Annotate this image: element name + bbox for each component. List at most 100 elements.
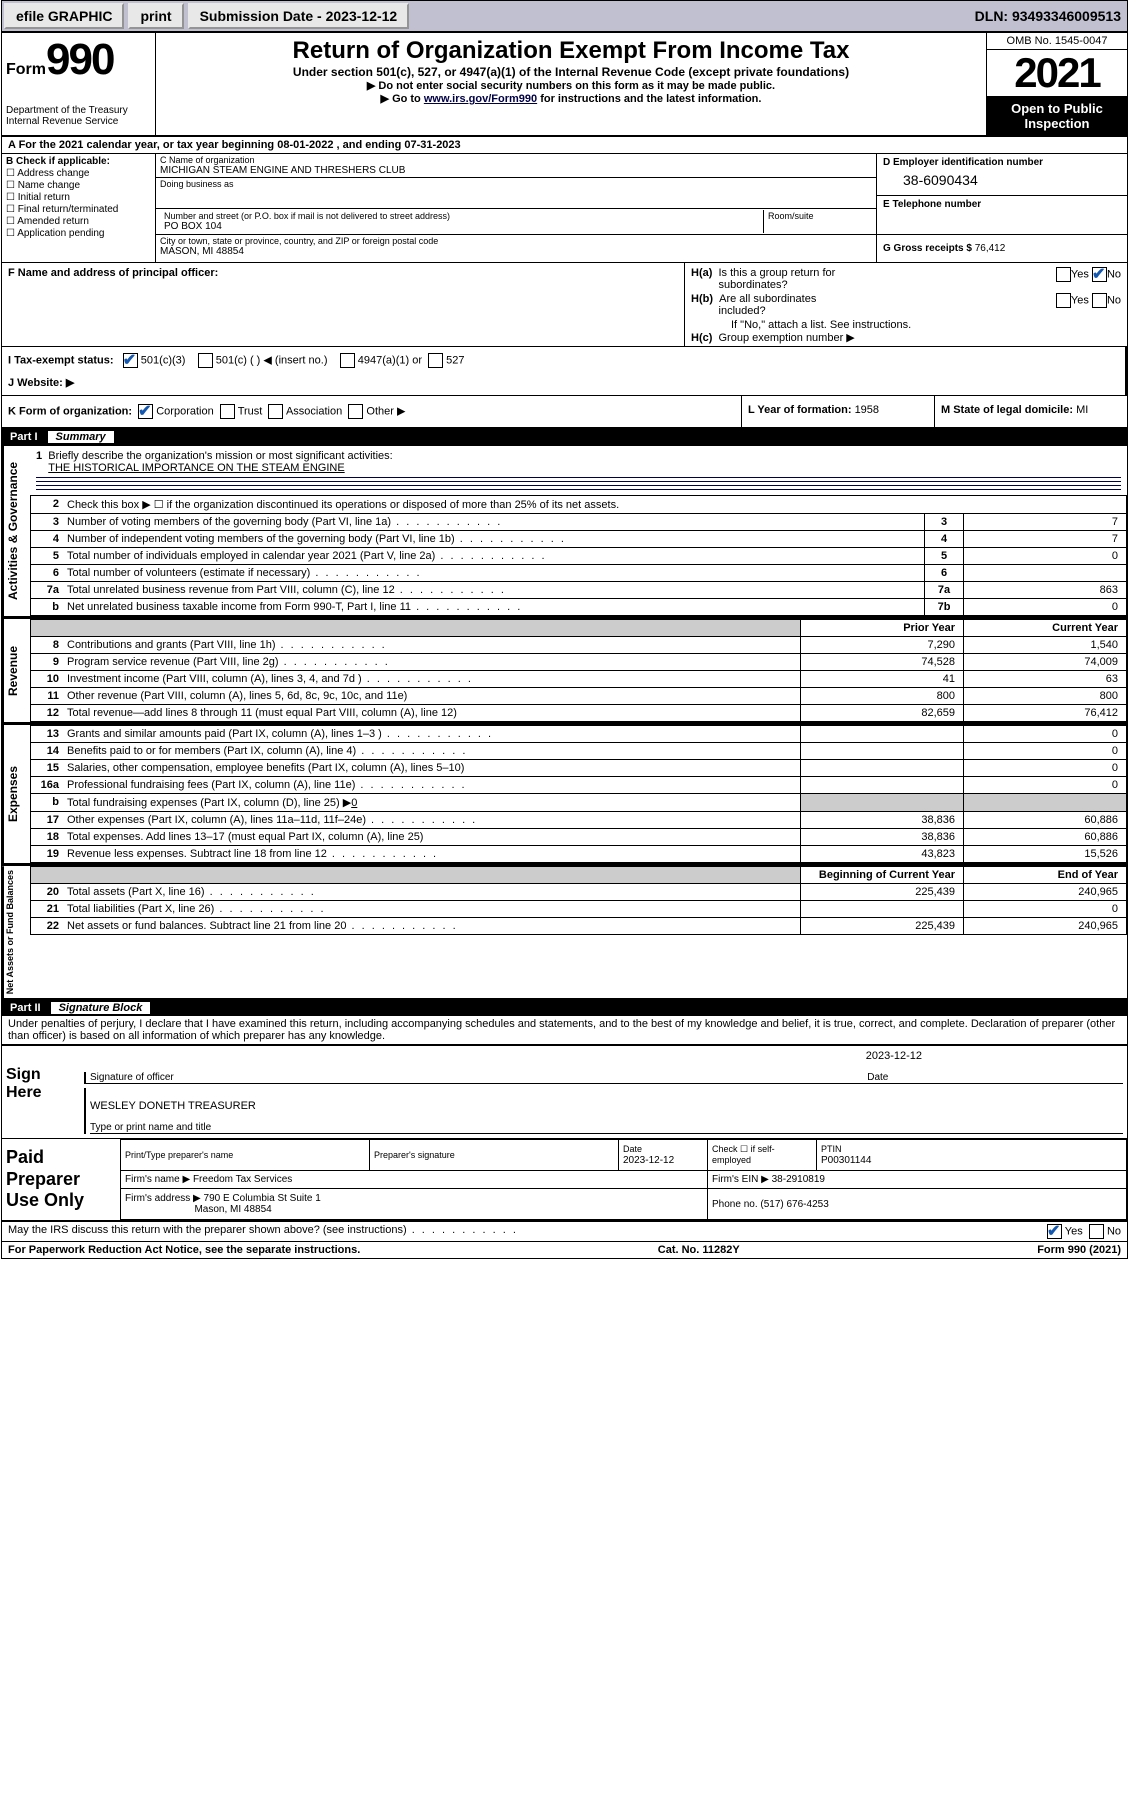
submission-date-button[interactable]: Submission Date - 2023-12-12 [188, 3, 410, 29]
checkbox-icon[interactable] [1047, 1224, 1062, 1239]
org-name-label: C Name of organization [160, 155, 872, 165]
q9: Program service revenue (Part VIII, line… [63, 654, 801, 671]
cy8: 1,540 [964, 637, 1127, 654]
no-label: No [1107, 268, 1121, 280]
cb-label: Amended return [17, 216, 89, 227]
checkbox-icon[interactable] [198, 353, 213, 368]
no-label: No [1107, 294, 1121, 306]
hdr-bcy: Beginning of Current Year [801, 867, 964, 884]
ein: 38-6090434 [883, 168, 1121, 192]
form-990-page: efile GRAPHIC print Submission Date - 20… [1, 0, 1128, 1259]
header-left: Form990 Department of the Treasury Inter… [2, 33, 156, 135]
yes-label: Yes [1071, 268, 1089, 280]
prep-date-label: Date [623, 1144, 642, 1154]
firm-ein: 38-2910819 [772, 1174, 825, 1185]
omb-number: OMB No. 1545-0047 [987, 33, 1127, 50]
website-label: J Website: ▶ [8, 377, 74, 389]
prep-name-label: Print/Type preparer's name [125, 1150, 233, 1160]
cy12: 76,412 [964, 705, 1127, 722]
firm-phone: (517) 676-4253 [760, 1199, 828, 1210]
checkbox-icon[interactable] [268, 404, 283, 419]
row-k: K Form of organization: Corporation Trus… [2, 396, 1127, 429]
checkbox-icon[interactable] [1056, 267, 1071, 282]
cb-label: Final return/terminated [18, 204, 119, 215]
checkbox-icon[interactable] [1092, 293, 1107, 308]
v7a: 863 [964, 582, 1127, 599]
page-footer: For Paperwork Reduction Act Notice, see … [2, 1242, 1127, 1258]
py13 [801, 726, 964, 743]
cb-app-pending[interactable]: ☐ Application pending [6, 228, 151, 239]
py12: 82,659 [801, 705, 964, 722]
efile-button[interactable]: efile GRAPHIC [4, 3, 124, 29]
firm-phone-label: Phone no. [712, 1199, 760, 1210]
city: MASON, MI 48854 [160, 246, 872, 257]
net-assets-section: Net Assets or Fund Balances Beginning of… [2, 865, 1127, 1000]
net-assets-table: Beginning of Current YearEnd of Year 20T… [30, 866, 1127, 935]
q7a: Total unrelated business revenue from Pa… [63, 582, 925, 599]
col-b-label: B Check if applicable: [6, 156, 110, 167]
checkbox-icon[interactable] [340, 353, 355, 368]
vlabel-rev: Revenue [2, 619, 30, 722]
cb-initial-return[interactable]: ☐ Initial return [6, 192, 151, 203]
firm-ein-label: Firm's EIN ▶ [712, 1174, 772, 1185]
cb-final-return[interactable]: ☐ Final return/terminated [6, 204, 151, 215]
checkbox-icon[interactable] [1092, 267, 1107, 282]
cy16a: 0 [964, 777, 1127, 794]
print-button[interactable]: print [128, 3, 183, 29]
q3: Number of voting members of the governin… [63, 514, 925, 531]
prep-date: 2023-12-12 [623, 1155, 674, 1166]
q21: Total liabilities (Part X, line 26) [63, 901, 801, 918]
cb-address-change[interactable]: ☐ Address change [6, 168, 151, 179]
checkbox-icon[interactable] [1089, 1224, 1104, 1239]
governance-table: 2Check this box ▶ ☐ if the organization … [30, 495, 1127, 616]
checkbox-icon[interactable] [123, 353, 138, 368]
header-mid: Return of Organization Exempt From Incom… [156, 33, 986, 135]
top-bar: efile GRAPHIC print Submission Date - 20… [2, 1, 1127, 33]
footer-left: For Paperwork Reduction Act Notice, see … [8, 1244, 360, 1256]
checkbox-icon[interactable] [1056, 293, 1071, 308]
checkbox-icon[interactable] [220, 404, 235, 419]
py10: 41 [801, 671, 964, 688]
org-name: MICHIGAN STEAM ENGINE AND THRESHERS CLUB [160, 165, 872, 176]
cb-label: Name change [18, 180, 80, 191]
py19: 43,823 [801, 846, 964, 863]
row-a-tax-year: A For the 2021 calendar year, or tax yea… [2, 137, 1127, 154]
col-f: F Name and address of principal officer: [2, 263, 685, 346]
cb-name-change[interactable]: ☐ Name change [6, 180, 151, 191]
checkbox-icon[interactable] [348, 404, 363, 419]
domicile-label: M State of legal domicile: [941, 404, 1076, 416]
v5: 0 [964, 548, 1127, 565]
527: 527 [446, 354, 464, 366]
form990-link[interactable]: www.irs.gov/Form990 [424, 93, 537, 105]
q18: Total expenses. Add lines 13–17 (must eq… [63, 829, 801, 846]
cb-amended[interactable]: ☐ Amended return [6, 216, 151, 227]
mission-text: THE HISTORICAL IMPORTANCE ON THE STEAM E… [48, 462, 344, 474]
py8: 7,290 [801, 637, 964, 654]
dba-label: Doing business as [160, 179, 872, 189]
form-subtitle-3: ▶ Go to www.irs.gov/Form990 for instruct… [160, 92, 982, 105]
form-org-label: K Form of organization: [8, 405, 132, 417]
gross-receipts: 76,412 [975, 243, 1006, 254]
v6 [964, 565, 1127, 582]
py17: 38,836 [801, 812, 964, 829]
501c3: 501(c)(3) [141, 354, 186, 366]
firm-addr-label: Firm's address ▶ [125, 1193, 204, 1204]
py18: 38,836 [801, 829, 964, 846]
sig-officer-label: Signature of officer [84, 1072, 857, 1083]
cy15: 0 [964, 760, 1127, 777]
q13: Grants and similar amounts paid (Part IX… [63, 726, 801, 743]
irs: Internal Revenue Service [6, 116, 151, 127]
expenses-table: 13Grants and similar amounts paid (Part … [30, 725, 1127, 863]
q6: Total number of volunteers (estimate if … [63, 565, 925, 582]
part-ii-header: Part II Signature Block [2, 1000, 1127, 1016]
checkbox-icon[interactable] [428, 353, 443, 368]
hb-answer: Yes No [1056, 293, 1121, 317]
no-label: No [1107, 1225, 1121, 1237]
py14 [801, 743, 964, 760]
cy13: 0 [964, 726, 1127, 743]
q11: Other revenue (Part VIII, column (A), li… [63, 688, 801, 705]
checkbox-icon[interactable] [138, 404, 153, 419]
q14: Benefits paid to or for members (Part IX… [63, 743, 801, 760]
row-a-prefix: A For the 2021 calendar year, or tax yea… [8, 139, 277, 151]
cy22: 240,965 [964, 918, 1127, 935]
